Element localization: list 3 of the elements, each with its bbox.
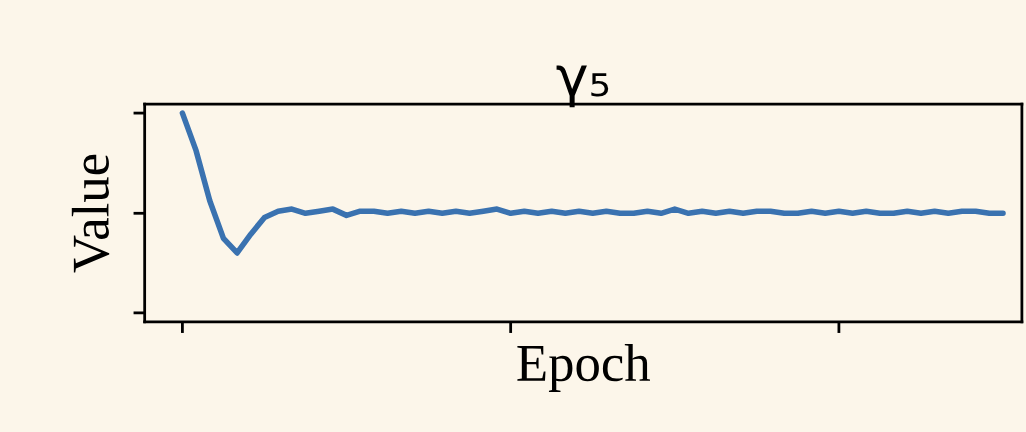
y-axis-title: Value xyxy=(71,154,110,273)
chart-title: γ₅ xyxy=(556,65,609,108)
x-axis-title: Epoch xyxy=(517,344,650,392)
